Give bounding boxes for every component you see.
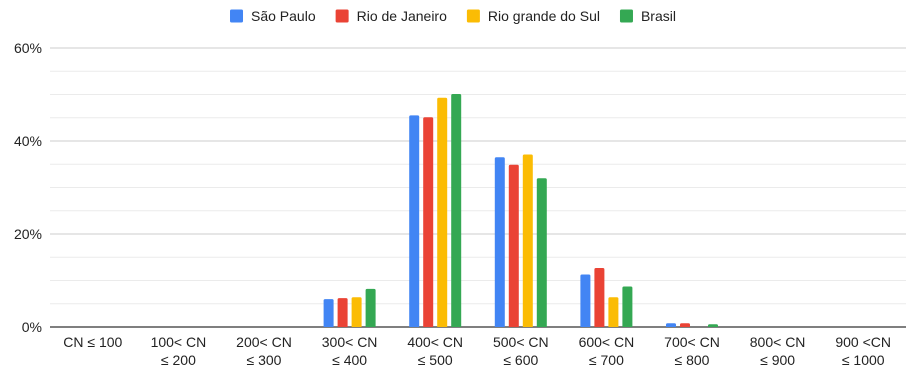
x-tick-label: 300< CN — [322, 334, 378, 350]
legend-swatch — [335, 9, 349, 23]
gridlines — [50, 47, 906, 328]
legend-item: Rio de Janeiro — [335, 8, 447, 24]
bar — [437, 97, 448, 327]
y-tick-label: 20% — [14, 226, 42, 242]
x-tick-label: ≤ 300 — [247, 352, 282, 367]
legend-swatch — [466, 9, 480, 23]
bar — [680, 323, 690, 327]
bar — [536, 178, 547, 327]
y-tick-label: 40% — [14, 133, 42, 149]
legend-item: Brasil — [619, 8, 676, 24]
bar — [365, 288, 376, 327]
x-tick-label: ≤ 900 — [760, 352, 795, 367]
bar — [409, 115, 420, 327]
x-tick-label: ≤ 200 — [161, 352, 196, 367]
legend-label: Rio de Janeiro — [357, 8, 447, 24]
legend-item: São Paulo — [230, 8, 316, 24]
x-tick-label: 800< CN — [750, 334, 806, 350]
bar — [622, 286, 633, 327]
legend-swatch — [230, 9, 244, 23]
x-tick-label: 600< CN — [579, 334, 635, 350]
x-tick-label: 400< CN — [407, 334, 463, 350]
bar — [708, 324, 718, 327]
y-tick-label: 60% — [14, 40, 42, 56]
bar — [494, 157, 505, 327]
x-tick-label: 700< CN — [664, 334, 720, 350]
legend-item: Rio grande do Sul — [466, 8, 600, 24]
bar — [580, 274, 591, 327]
legend-label: Brasil — [641, 8, 676, 24]
x-tick-label: CN ≤ 100 — [63, 334, 122, 350]
bar — [594, 267, 605, 327]
bar — [522, 154, 533, 327]
bar — [608, 297, 619, 327]
x-tick-label: 100< CN — [151, 334, 207, 350]
x-axis: CN ≤ 100 100< CN ≤ 200 200< CN ≤ 300 300< CN ≤… — [63, 334, 891, 367]
x-tick-label: ≤ 700 — [589, 352, 624, 367]
y-axis: 0% 20% 40% 60% — [14, 40, 42, 335]
legend-label: São Paulo — [251, 8, 316, 24]
x-tick-label: 900 <CN — [835, 334, 891, 350]
bar — [337, 298, 348, 327]
bar — [423, 117, 434, 327]
x-tick-label: ≤ 800 — [675, 352, 710, 367]
x-tick-label: ≤ 1000 — [842, 352, 885, 367]
y-tick-label: 0% — [22, 319, 42, 335]
legend-swatch — [619, 9, 633, 23]
bar — [508, 164, 519, 327]
bars — [323, 94, 718, 327]
bar — [451, 94, 462, 327]
legend-label: Rio grande do Sul — [488, 8, 600, 24]
x-tick-label: 500< CN — [493, 334, 549, 350]
x-tick-label: ≤ 500 — [418, 352, 453, 367]
legend: São Paulo Rio de Janeiro Rio grande do Sul… — [230, 8, 676, 24]
bar — [666, 323, 676, 327]
bar — [351, 297, 362, 327]
x-tick-label: 200< CN — [236, 334, 292, 350]
x-tick-label: ≤ 400 — [332, 352, 367, 367]
bar — [323, 299, 334, 327]
x-tick-label: ≤ 600 — [503, 352, 538, 367]
